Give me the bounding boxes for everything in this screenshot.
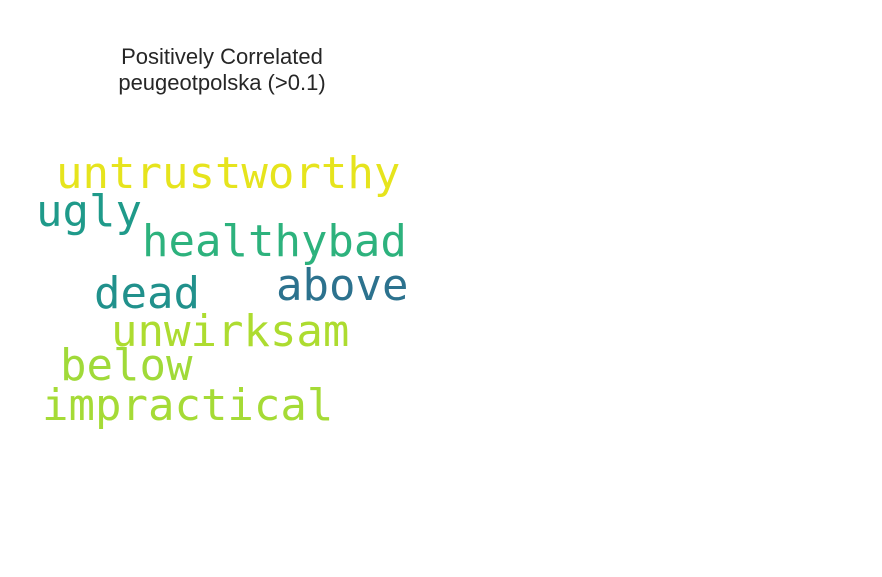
word-below: below: [60, 340, 193, 391]
word-ugly: ugly: [36, 186, 142, 237]
chart-title: Positively Correlated peugeotpolska (>0.…: [62, 44, 382, 96]
word-dead: dead: [94, 268, 200, 319]
chart-title-line-1: Positively Correlated: [121, 44, 323, 69]
word-unwirksam: unwirksam: [111, 306, 350, 357]
word-healthybad: healthybad: [142, 216, 407, 267]
word-untrustworthy: untrustworthy: [56, 148, 401, 199]
chart-title-line-2: peugeotpolska (>0.1): [118, 70, 326, 95]
word-impractical: impractical: [42, 380, 334, 431]
word-above: above: [276, 260, 409, 311]
